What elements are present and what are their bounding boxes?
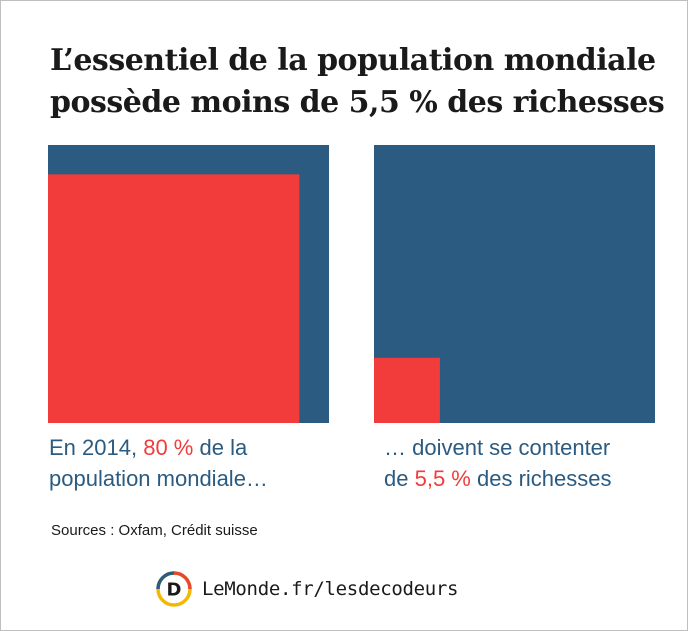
wealth-value-label: 5,5 % xyxy=(414,466,471,491)
wealth-panel xyxy=(374,145,655,423)
population-chart xyxy=(48,145,329,423)
population-caption: En 2014, 80 % de la population mondiale… xyxy=(49,432,349,494)
title-line-1: L’essentiel de la population mondiale xyxy=(50,43,656,78)
population-80-percent-square xyxy=(48,174,300,423)
brand-footer[interactable]: D LeMonde.fr/lesdecodeurs xyxy=(156,571,459,607)
chart-title: L’essentiel de la population mondiale po… xyxy=(50,40,670,124)
population-value-label: 80 % xyxy=(143,435,194,460)
population-panel xyxy=(48,145,329,423)
caption-prefix: de xyxy=(384,466,409,491)
caption-suffix: des richesses xyxy=(477,466,612,491)
caption-suffix: de la xyxy=(199,435,248,460)
population-caption-line-2: population mondiale… xyxy=(49,466,268,491)
wealth-5-5-percent-square xyxy=(374,357,440,423)
decodeurs-logo-icon: D xyxy=(156,571,192,607)
caption-prefix: En 2014, xyxy=(49,435,138,460)
logo-letter: D xyxy=(167,580,182,601)
wealth-caption-line-1: … doivent se contenter xyxy=(384,435,611,460)
wealth-chart xyxy=(374,145,655,423)
wealth-caption: … doivent se contenter de 5,5 % des rich… xyxy=(384,432,684,494)
sources-note: Sources : Oxfam, Crédit suisse xyxy=(51,522,258,539)
population-caption-line-1: En 2014, 80 % de la xyxy=(49,432,349,463)
wealth-caption-line-2: de 5,5 % des richesses xyxy=(384,463,684,494)
title-line-2: possède moins de 5,5 % des richesses xyxy=(50,85,665,120)
brand-link[interactable]: LeMonde.fr/lesdecodeurs xyxy=(202,578,459,600)
